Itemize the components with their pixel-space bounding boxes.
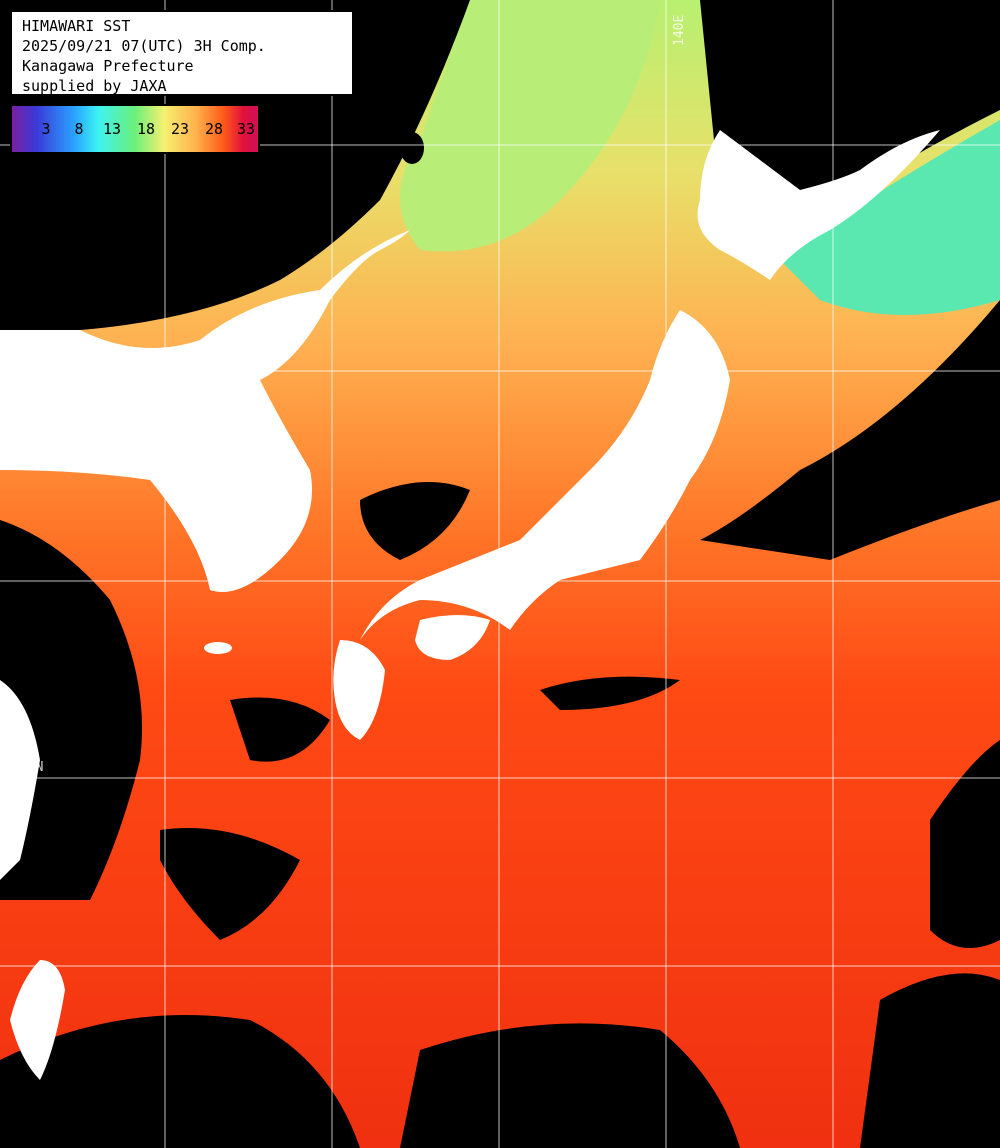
land-jeju: [204, 642, 232, 654]
land-shikoku: [415, 615, 490, 660]
land-honshu: [360, 310, 730, 640]
cool-water-north: [400, 0, 660, 252]
title-region: Kanagawa Prefecture: [22, 57, 194, 75]
title-supplier: supplied by JAXA: [22, 77, 167, 95]
title-datetime: 2025/09/21 07(UTC) 3H Comp.: [22, 37, 266, 55]
lat-label-30n: 30N: [20, 760, 44, 775]
land-hokkaido: [697, 130, 940, 280]
legend-tick-13: 13: [102, 120, 122, 138]
legend-tick-33: 33: [236, 120, 256, 138]
legend-tick-8: 8: [74, 120, 84, 138]
lon-label-140e: 140E: [672, 14, 687, 46]
land: [0, 130, 940, 1080]
land-china-coast: [0, 680, 40, 880]
legend-tick-18: 18: [136, 120, 156, 138]
land-mainland-korea: [0, 230, 410, 592]
land-kyushu: [333, 640, 385, 740]
lat-label-40n: 40N: [12, 354, 36, 369]
land-taiwan: [10, 960, 65, 1080]
legend-tick-28: 28: [204, 120, 224, 138]
legend-tick-3: 3: [41, 120, 51, 138]
title-product: HIMAWARI SST: [22, 17, 131, 35]
legend-tick-23: 23: [170, 120, 190, 138]
title-box: HIMAWARI SST 2025/09/21 07(UTC) 3H Comp.…: [10, 10, 354, 96]
island-cloud: [400, 132, 424, 164]
cold-water-northeast: [780, 120, 1000, 315]
color-legend: 3 8 13 18 23 28 33: [10, 104, 260, 154]
